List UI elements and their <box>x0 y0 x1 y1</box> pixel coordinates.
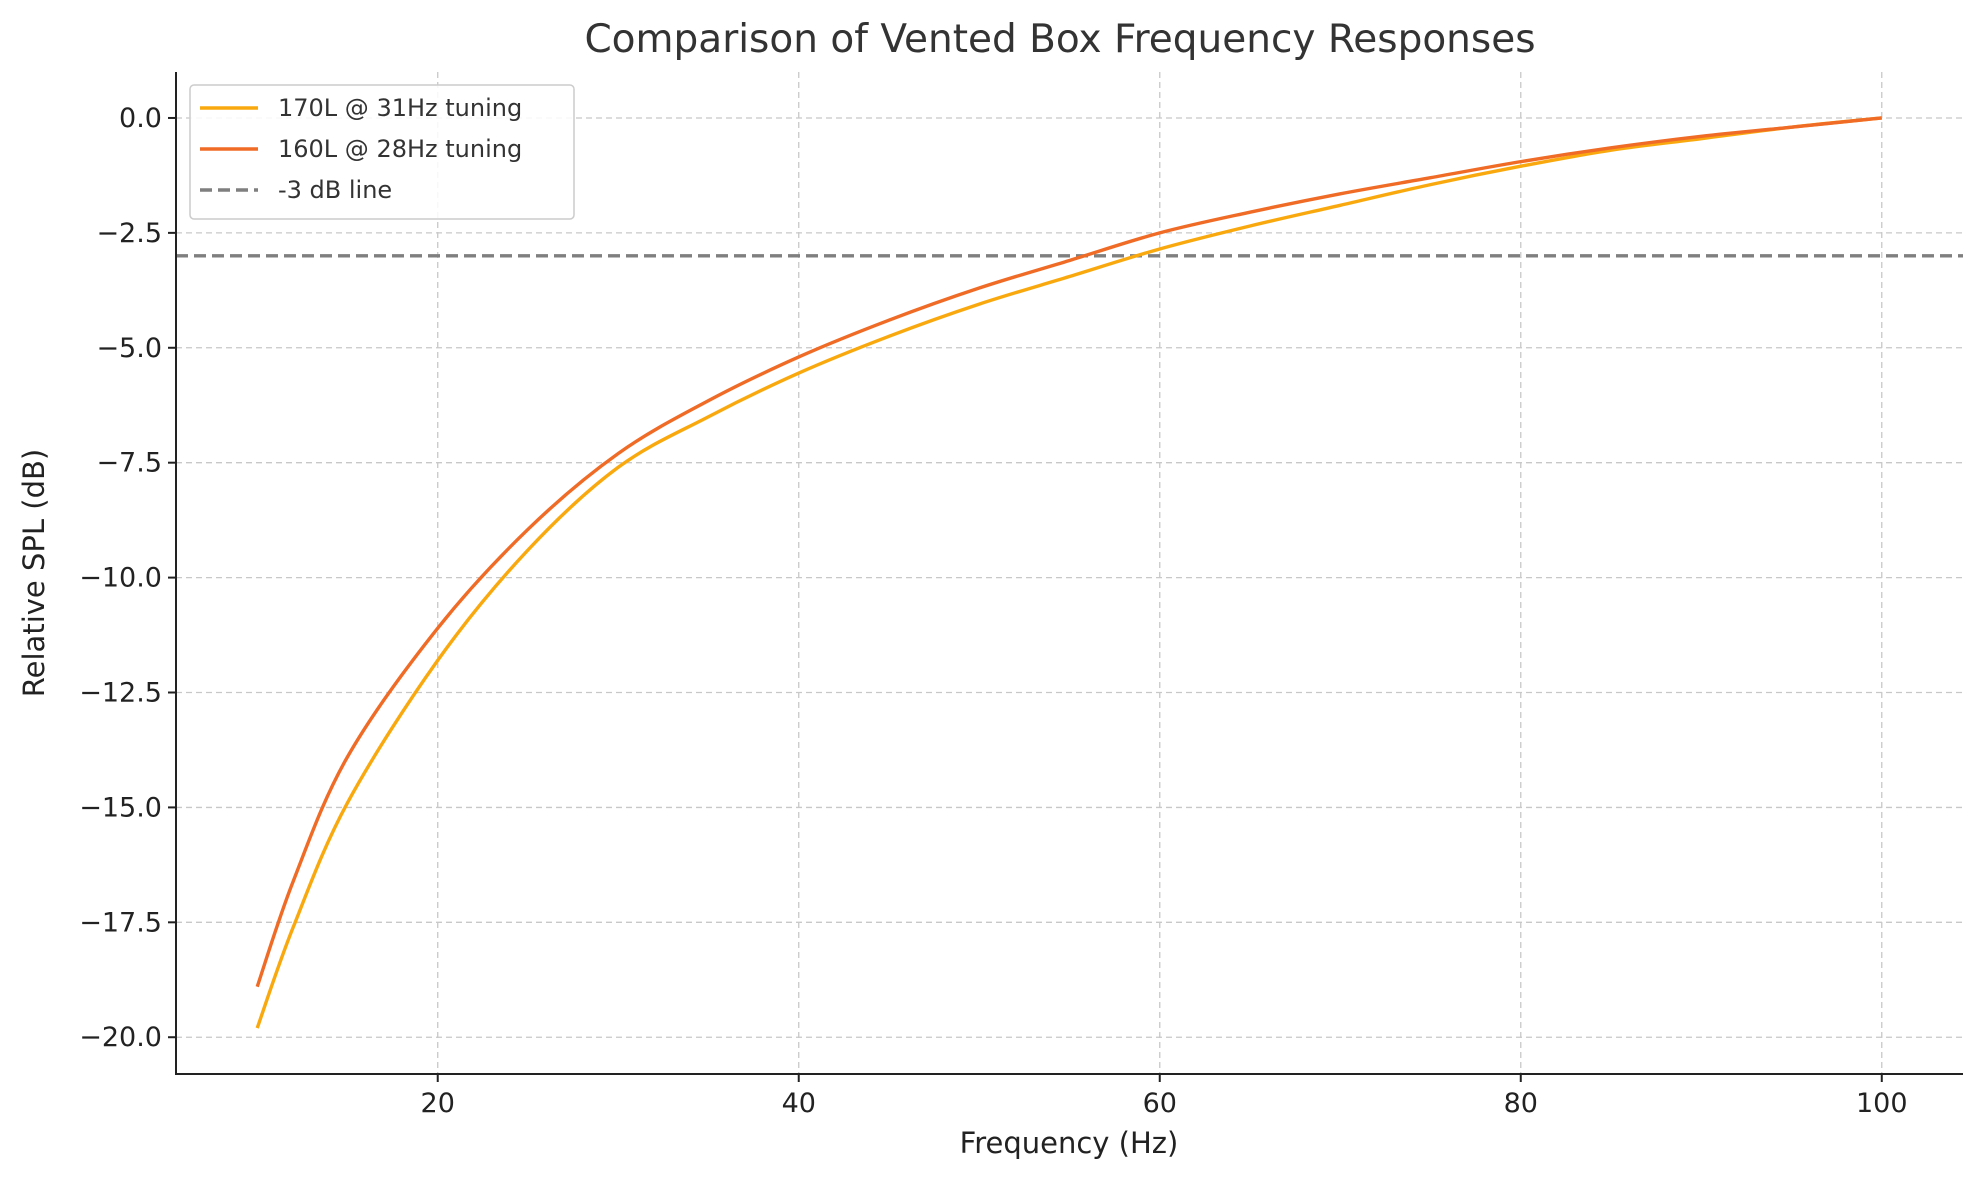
x-tick-label: 40 <box>782 1088 816 1119</box>
y-tick-label: −2.5 <box>96 218 162 249</box>
legend-label: -3 dB line <box>278 176 392 204</box>
y-tick-label: −12.5 <box>79 678 162 709</box>
y-tick-label: −15.0 <box>79 792 162 823</box>
axis-spines <box>175 72 1963 1075</box>
y-tick-label: −20.0 <box>79 1022 162 1053</box>
y-tick-label: −5.0 <box>96 333 162 364</box>
y-tick-label: −10.0 <box>79 563 162 594</box>
y-ticks: 0.0 −2.5 −5.0 −7.5 −10.0 −12.5 −15.0 −17.5 −20.0 <box>79 103 176 1053</box>
x-tick-label: 20 <box>421 1088 455 1119</box>
x-tick-label: 80 <box>1504 1088 1538 1119</box>
series-line-2 <box>255 116 1882 988</box>
x-axis-label: Frequency (Hz) <box>960 1126 1179 1160</box>
y-tick-label: −7.5 <box>96 448 162 479</box>
legend-label: 170L @ 31Hz tuning <box>278 94 522 122</box>
legend-label: 160L @ 28Hz tuning <box>278 135 522 163</box>
y-axis-label: Relative SPL (dB) <box>17 449 51 697</box>
series-line-1 <box>255 116 1882 1029</box>
x-tick-label: 100 <box>1856 1088 1908 1119</box>
chart-title: Comparison of Vented Box Frequency Respo… <box>584 17 1535 62</box>
legend: 170L @ 31Hz tuning 160L @ 28Hz tuning -3 d… <box>189 84 575 220</box>
legend-box <box>189 84 575 220</box>
x-ticks: 20 40 60 80 100 <box>421 1074 1908 1119</box>
grid <box>176 72 1963 1074</box>
series-lines <box>255 116 1882 1029</box>
y-tick-label: −17.5 <box>79 907 162 938</box>
axes <box>175 72 1963 1075</box>
y-tick-label: 0.0 <box>119 103 162 134</box>
x-tick-label: 60 <box>1143 1088 1177 1119</box>
